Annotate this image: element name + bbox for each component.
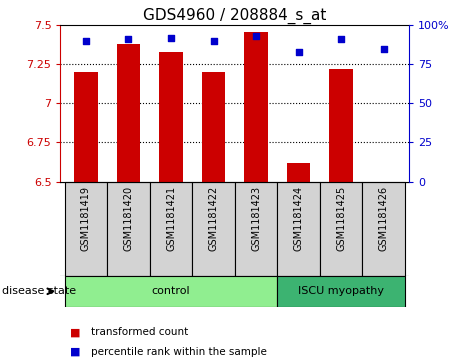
Text: GSM1181422: GSM1181422 [209, 186, 219, 252]
Point [338, 37, 345, 42]
Bar [150, 182, 193, 276]
Bar [65, 182, 107, 276]
Point [167, 35, 175, 41]
Bar [202, 72, 225, 182]
Bar [117, 44, 140, 182]
Bar [287, 163, 310, 182]
Text: GSM1181423: GSM1181423 [251, 186, 261, 251]
Point [210, 38, 217, 44]
Text: disease state: disease state [2, 286, 76, 296]
Bar [277, 182, 320, 276]
Text: ■: ■ [70, 347, 80, 357]
Text: GSM1181424: GSM1181424 [293, 186, 304, 251]
Text: GSM1181420: GSM1181420 [124, 186, 133, 251]
Bar [320, 182, 362, 276]
Text: transformed count: transformed count [91, 327, 188, 337]
Bar [74, 72, 98, 182]
Text: GSM1181419: GSM1181419 [81, 186, 91, 251]
Point [125, 37, 132, 42]
Bar [65, 276, 277, 307]
Bar [245, 32, 268, 182]
Bar [193, 182, 235, 276]
Point [295, 49, 302, 55]
Point [82, 38, 90, 44]
Text: ■: ■ [70, 327, 80, 337]
Point [252, 33, 260, 39]
Bar [159, 52, 183, 182]
Text: GSM1181426: GSM1181426 [379, 186, 389, 251]
Text: GSM1181425: GSM1181425 [336, 186, 346, 252]
Point [380, 46, 387, 52]
Text: ISCU myopathy: ISCU myopathy [298, 286, 384, 296]
Text: GSM1181421: GSM1181421 [166, 186, 176, 251]
Bar [330, 69, 353, 182]
Text: control: control [152, 286, 190, 296]
Bar [277, 276, 405, 307]
Bar [235, 182, 277, 276]
Title: GDS4960 / 208884_s_at: GDS4960 / 208884_s_at [143, 8, 326, 24]
Text: percentile rank within the sample: percentile rank within the sample [91, 347, 266, 357]
Bar [107, 182, 150, 276]
Bar [362, 182, 405, 276]
